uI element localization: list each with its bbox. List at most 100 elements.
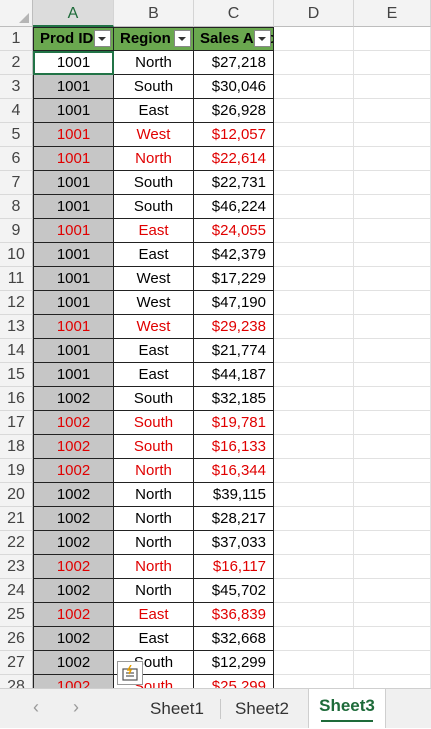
cell-prod-id[interactable]: 1002 xyxy=(33,411,114,435)
row-header[interactable]: 7 xyxy=(0,171,33,195)
cell-region[interactable]: West xyxy=(114,123,194,147)
cell-region[interactable]: East xyxy=(114,627,194,651)
empty-cell[interactable] xyxy=(354,27,431,51)
cell-region[interactable]: North xyxy=(114,459,194,483)
empty-cell[interactable] xyxy=(274,651,354,675)
cell-prod-id[interactable]: 1001 xyxy=(33,195,114,219)
empty-cell[interactable] xyxy=(274,243,354,267)
row-header[interactable]: 11 xyxy=(0,267,33,291)
row-header[interactable]: 15 xyxy=(0,363,33,387)
cell-prod-id[interactable]: 1002 xyxy=(33,675,114,688)
empty-cell[interactable] xyxy=(354,219,431,243)
table-header-region[interactable]: Region xyxy=(114,27,194,51)
cell-prod-id[interactable]: 1001 xyxy=(33,291,114,315)
cell-sales-amount[interactable]: $39,115 xyxy=(194,483,274,507)
empty-cell[interactable] xyxy=(274,315,354,339)
cell-region[interactable]: South xyxy=(114,675,194,688)
empty-cell[interactable] xyxy=(274,483,354,507)
tab-sheet1[interactable]: Sheet1 xyxy=(150,699,204,718)
row-header[interactable]: 25 xyxy=(0,603,33,627)
cell-region[interactable]: North xyxy=(114,147,194,171)
cell-sales-amount[interactable]: $32,668 xyxy=(194,627,274,651)
row-header[interactable]: 20 xyxy=(0,483,33,507)
cell-sales-amount[interactable]: $37,033 xyxy=(194,531,274,555)
cell-prod-id[interactable]: 1002 xyxy=(33,555,114,579)
empty-cell[interactable] xyxy=(274,27,354,51)
cell-region[interactable]: South xyxy=(114,75,194,99)
cell-region[interactable]: East xyxy=(114,219,194,243)
cell-region[interactable]: North xyxy=(114,531,194,555)
cell-sales-amount[interactable]: $45,702 xyxy=(194,579,274,603)
cell-sales-amount[interactable]: $46,224 xyxy=(194,195,274,219)
table-header-prod-id[interactable]: Prod ID xyxy=(33,27,114,51)
empty-cell[interactable] xyxy=(354,315,431,339)
row-header[interactable]: 10 xyxy=(0,243,33,267)
cell-sales-amount[interactable]: $19,781 xyxy=(194,411,274,435)
empty-cell[interactable] xyxy=(354,363,431,387)
empty-cell[interactable] xyxy=(354,651,431,675)
cell-prod-id[interactable]: 1002 xyxy=(33,627,114,651)
cell-sales-amount[interactable]: $12,057 xyxy=(194,123,274,147)
cell-sales-amount[interactable]: $29,238 xyxy=(194,315,274,339)
cell-prod-id[interactable]: 1002 xyxy=(33,483,114,507)
cell-region[interactable]: North xyxy=(114,51,194,75)
cell-prod-id[interactable]: 1001 xyxy=(33,171,114,195)
empty-cell[interactable] xyxy=(354,675,431,688)
cell-region[interactable]: East xyxy=(114,99,194,123)
cell-prod-id[interactable]: 1001 xyxy=(33,75,114,99)
filter-dropdown-icon[interactable] xyxy=(254,30,271,47)
empty-cell[interactable] xyxy=(274,123,354,147)
empty-cell[interactable] xyxy=(354,267,431,291)
cell-region[interactable]: South xyxy=(114,411,194,435)
row-header[interactable]: 5 xyxy=(0,123,33,147)
row-header[interactable]: 28 xyxy=(0,675,33,688)
cell-sales-amount[interactable]: $12,299 xyxy=(194,651,274,675)
empty-cell[interactable] xyxy=(354,147,431,171)
cell-region[interactable]: South xyxy=(114,195,194,219)
cell-sales-amount[interactable]: $22,614 xyxy=(194,147,274,171)
empty-cell[interactable] xyxy=(274,627,354,651)
empty-cell[interactable] xyxy=(354,483,431,507)
row-header[interactable]: 12 xyxy=(0,291,33,315)
row-header[interactable]: 9 xyxy=(0,219,33,243)
cell-region[interactable]: South xyxy=(114,651,194,675)
cell-sales-amount[interactable]: $28,217 xyxy=(194,507,274,531)
cell-prod-id[interactable]: 1001 xyxy=(33,51,114,75)
chevron-left-icon[interactable]: ‹ xyxy=(33,697,39,717)
cell-sales-amount[interactable]: $24,055 xyxy=(194,219,274,243)
row-header[interactable]: 14 xyxy=(0,339,33,363)
cell-prod-id[interactable]: 1002 xyxy=(33,387,114,411)
empty-cell[interactable] xyxy=(274,675,354,688)
cell-prod-id[interactable]: 1002 xyxy=(33,507,114,531)
empty-cell[interactable] xyxy=(274,459,354,483)
table-header-sales-amount[interactable]: Sales Amount xyxy=(194,27,274,51)
empty-cell[interactable] xyxy=(274,339,354,363)
cell-region[interactable]: South xyxy=(114,435,194,459)
empty-cell[interactable] xyxy=(274,195,354,219)
empty-cell[interactable] xyxy=(274,363,354,387)
empty-cell[interactable] xyxy=(354,579,431,603)
row-header[interactable]: 13 xyxy=(0,315,33,339)
cell-sales-amount[interactable]: $16,133 xyxy=(194,435,274,459)
column-header-b[interactable]: B xyxy=(114,0,194,27)
empty-cell[interactable] xyxy=(274,579,354,603)
cell-region[interactable]: West xyxy=(114,267,194,291)
cell-region[interactable]: West xyxy=(114,315,194,339)
cell-prod-id[interactable]: 1001 xyxy=(33,363,114,387)
cell-sales-amount[interactable]: $32,185 xyxy=(194,387,274,411)
row-header[interactable]: 16 xyxy=(0,387,33,411)
chevron-right-icon[interactable]: › xyxy=(73,697,79,717)
empty-cell[interactable] xyxy=(274,531,354,555)
cell-sales-amount[interactable]: $36,839 xyxy=(194,603,274,627)
quick-analysis-button[interactable] xyxy=(117,661,143,685)
filter-dropdown-icon[interactable] xyxy=(94,30,111,47)
cell-sales-amount[interactable]: $16,117 xyxy=(194,555,274,579)
empty-cell[interactable] xyxy=(274,603,354,627)
cell-prod-id[interactable]: 1002 xyxy=(33,579,114,603)
cell-sales-amount[interactable]: $25,299 xyxy=(194,675,274,688)
empty-cell[interactable] xyxy=(354,387,431,411)
row-header[interactable]: 1 xyxy=(0,27,33,51)
empty-cell[interactable] xyxy=(274,435,354,459)
cell-region[interactable]: North xyxy=(114,507,194,531)
cell-sales-amount[interactable]: $26,928 xyxy=(194,99,274,123)
